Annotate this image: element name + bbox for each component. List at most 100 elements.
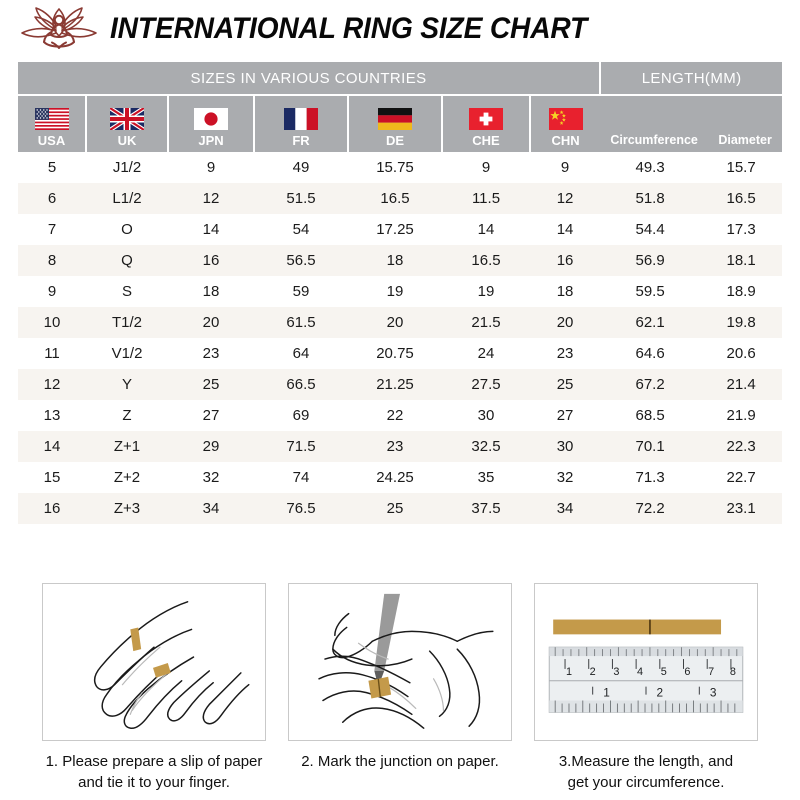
- cell-fr: 64: [254, 338, 348, 369]
- cell-che: 9: [442, 152, 530, 183]
- cell-che: 19: [442, 276, 530, 307]
- svg-text:2: 2: [590, 666, 596, 678]
- group-header-length: LENGTH(MM): [600, 62, 783, 95]
- cell-usa: 10: [18, 307, 86, 338]
- cell-jpn: 29: [168, 431, 254, 462]
- cell-jpn: 23: [168, 338, 254, 369]
- group-header-sizes: SIZES IN VARIOUS COUNTRIES: [18, 62, 602, 95]
- cell-de: 21.25: [348, 369, 442, 400]
- cell-circumference: 71.3: [600, 462, 701, 493]
- svg-text:1: 1: [603, 686, 610, 700]
- hand-with-paper-strip-illustration-icon: [43, 584, 265, 740]
- flag-usa-icon: [34, 108, 69, 130]
- svg-text:2: 2: [657, 686, 664, 700]
- step-3-caption: 3.Measure the length, and get your circu…: [521, 751, 771, 793]
- svg-text:8: 8: [730, 666, 736, 678]
- cell-fr: 66.5: [254, 369, 348, 400]
- flag-germany-icon: [378, 108, 412, 130]
- table-row: 15 Z+2 32 74 24.25 35 32 71.3 22.7: [18, 462, 783, 493]
- svg-text:3: 3: [613, 666, 619, 678]
- cell-de: 19: [348, 276, 442, 307]
- cell-che: 21.5: [442, 307, 530, 338]
- cell-chn: 34: [530, 493, 601, 524]
- cell-jpn: 25: [168, 369, 254, 400]
- column-label-de: DE: [385, 133, 405, 148]
- cell-usa: 15: [18, 462, 86, 493]
- step-3-caption-line1: 3.Measure the length, and: [558, 753, 734, 770]
- flag-japan-icon: [194, 108, 228, 130]
- cell-usa: 12: [18, 369, 86, 400]
- cell-circumference: 49.3: [600, 152, 701, 183]
- column-header-jpn: JPN: [168, 94, 255, 152]
- step-1-caption: 1. Please prepare a slip of paper and ti…: [29, 751, 279, 793]
- cell-de: 24.25: [348, 462, 442, 493]
- step-2-caption: 2. Mark the junction on paper.: [275, 751, 525, 772]
- cell-fr: 71.5: [254, 431, 348, 462]
- instructions-section: 1. Please prepare a slip of paper and ti…: [0, 583, 800, 793]
- cell-jpn: 27: [168, 400, 254, 431]
- table-body: 5 J1/2 9 49 15.75 9 9 49.3 15.7 6 L1/2 1…: [18, 152, 783, 524]
- page-title: INTERNATIONAL RING SIZE CHART: [110, 12, 588, 45]
- cell-de: 25: [348, 493, 442, 524]
- cell-usa: 8: [18, 245, 86, 276]
- cell-fr: 69: [254, 400, 348, 431]
- cell-chn: 30: [530, 431, 601, 462]
- cell-jpn: 20: [168, 307, 254, 338]
- column-label-jpn: JPN: [198, 133, 224, 148]
- svg-text:4: 4: [637, 666, 643, 678]
- lotus-meditation-logo-icon: [21, 7, 97, 49]
- cell-diameter: 16.5: [700, 183, 783, 214]
- cell-jpn: 34: [168, 493, 254, 524]
- cell-diameter: 22.7: [700, 462, 783, 493]
- cell-uk: S: [86, 276, 168, 307]
- cell-chn: 27: [530, 400, 601, 431]
- step-1-caption-line1: 1. Please prepare a slip of paper: [45, 753, 263, 770]
- step-2-image-frame: [288, 583, 512, 741]
- instruction-step-1: 1. Please prepare a slip of paper and ti…: [40, 583, 268, 793]
- table-row: 7 O 14 54 17.25 14 14 54.4 17.3: [18, 214, 783, 245]
- table-row: 9 S 18 59 19 19 18 59.5 18.9: [18, 276, 783, 307]
- cell-chn: 16: [530, 245, 601, 276]
- cell-circumference: 54.4: [600, 214, 701, 245]
- cell-jpn: 12: [168, 183, 254, 214]
- cell-jpn: 32: [168, 462, 254, 493]
- table-flag-header-row: USA UK: [18, 94, 783, 152]
- cell-uk: Z+3: [86, 493, 168, 524]
- cell-che: 24: [442, 338, 530, 369]
- svg-text:5: 5: [661, 666, 667, 678]
- table-row: 14 Z+1 29 71.5 23 32.5 30 70.1 22.3: [18, 431, 783, 462]
- column-label-diameter: Diameter: [718, 133, 772, 147]
- cell-fr: 76.5: [254, 493, 348, 524]
- cell-jpn: 16: [168, 245, 254, 276]
- paper-strip: [368, 676, 392, 699]
- cell-diameter: 15.7: [700, 152, 783, 183]
- cell-diameter: 18.9: [700, 276, 783, 307]
- cell-uk: V1/2: [86, 338, 168, 369]
- cell-de: 15.75: [348, 152, 442, 183]
- flag-uk-icon: [110, 108, 144, 130]
- table-row: 8 Q 16 56.5 18 16.5 16 56.9 18.1: [18, 245, 783, 276]
- cell-de: 20: [348, 307, 442, 338]
- cell-che: 32.5: [442, 431, 530, 462]
- cell-fr: 51.5: [254, 183, 348, 214]
- cell-uk: Y: [86, 369, 168, 400]
- cell-circumference: 72.2: [600, 493, 701, 524]
- cell-jpn: 14: [168, 214, 254, 245]
- cell-circumference: 59.5: [600, 276, 701, 307]
- cell-chn: 18: [530, 276, 601, 307]
- table-row: 10 T1/2 20 61.5 20 21.5 20 62.1 19.8: [18, 307, 783, 338]
- cell-fr: 74: [254, 462, 348, 493]
- cell-diameter: 21.9: [700, 400, 783, 431]
- column-header-uk: UK: [86, 94, 169, 152]
- column-header-de: DE: [348, 94, 443, 152]
- cell-circumference: 70.1: [600, 431, 701, 462]
- ring-size-table-container: SIZES IN VARIOUS COUNTRIES LENGTH(MM): [18, 62, 783, 524]
- cell-diameter: 17.3: [700, 214, 783, 245]
- cell-che: 27.5: [442, 369, 530, 400]
- cell-fr: 49: [254, 152, 348, 183]
- cell-uk: Z+2: [86, 462, 168, 493]
- cell-che: 11.5: [442, 183, 530, 214]
- cell-diameter: 20.6: [700, 338, 783, 369]
